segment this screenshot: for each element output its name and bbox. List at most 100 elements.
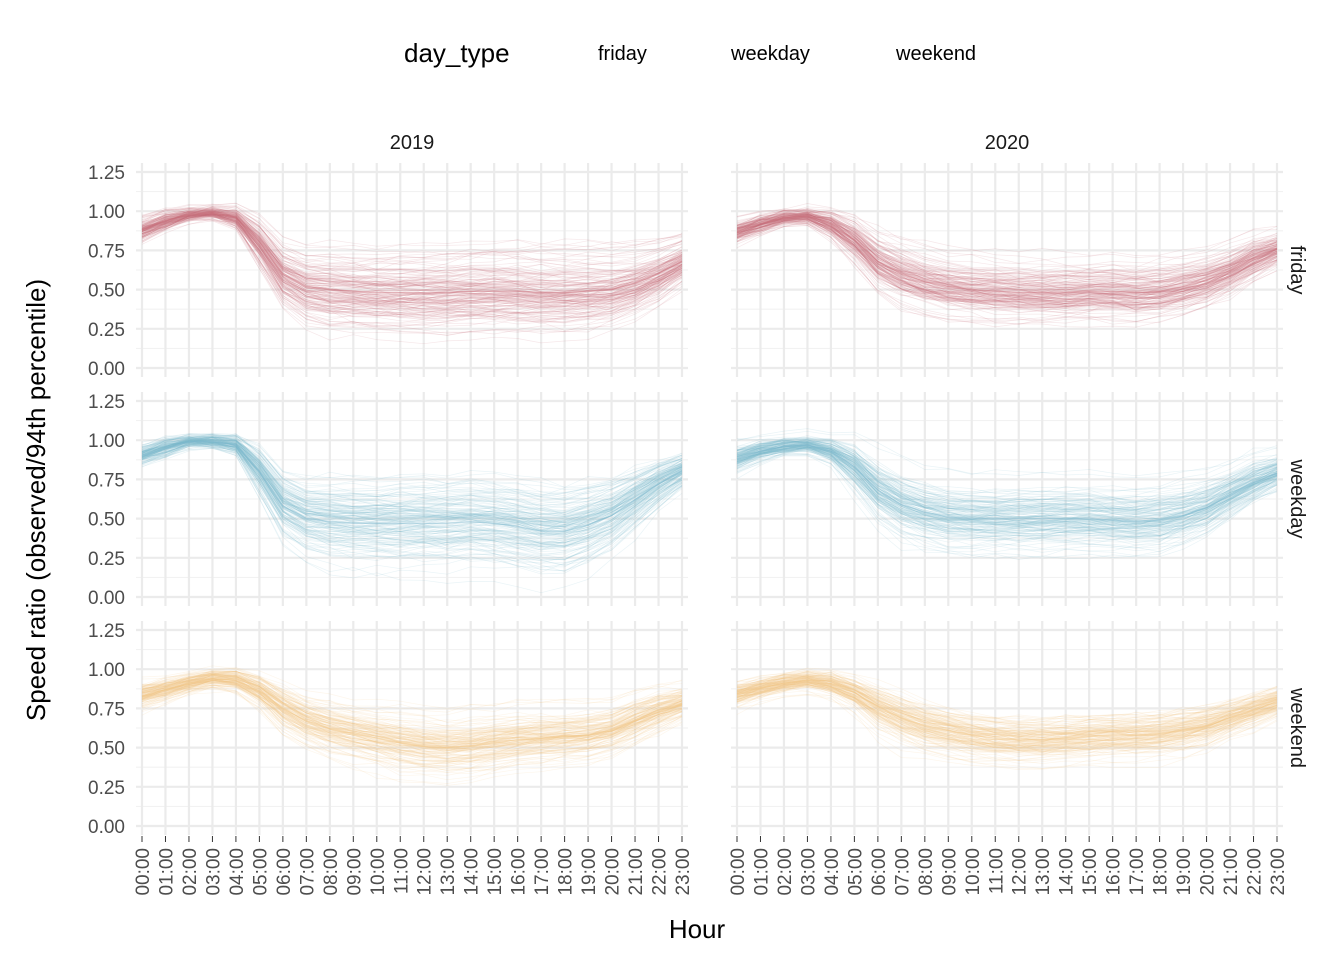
series-line bbox=[141, 677, 683, 760]
series-line bbox=[736, 448, 1278, 525]
series-line bbox=[736, 447, 1278, 522]
series-line bbox=[736, 681, 1278, 744]
series-line bbox=[141, 209, 683, 286]
series-line bbox=[141, 210, 683, 302]
series-line bbox=[736, 211, 1278, 260]
legend-entry-weekday: weekday bbox=[730, 43, 810, 65]
series-line bbox=[141, 212, 683, 273]
series-line bbox=[141, 436, 683, 512]
series-line bbox=[141, 438, 683, 524]
series-line bbox=[736, 214, 1278, 297]
series-line bbox=[141, 442, 683, 527]
series-line bbox=[141, 214, 683, 300]
series-line bbox=[736, 446, 1278, 539]
series-lines-2019-weekday bbox=[141, 432, 683, 594]
series-line bbox=[736, 442, 1278, 523]
series-line bbox=[736, 447, 1278, 520]
series-line bbox=[736, 216, 1278, 306]
series-line bbox=[141, 676, 683, 749]
series-line bbox=[736, 445, 1278, 539]
series-line bbox=[141, 441, 683, 524]
series-line bbox=[141, 445, 683, 548]
series-line bbox=[141, 440, 683, 522]
panels: 2019 2020 friday weekday weekend 0.00 0.25 0.50… bbox=[88, 132, 1308, 896]
series-line bbox=[141, 677, 683, 750]
series-line bbox=[736, 679, 1278, 765]
series-line bbox=[736, 677, 1278, 738]
x-tick-label: 20:00 bbox=[1198, 848, 1219, 896]
series-line bbox=[141, 438, 683, 527]
series-line bbox=[736, 680, 1278, 739]
series-line bbox=[736, 438, 1278, 505]
series-line bbox=[736, 437, 1278, 500]
series-line bbox=[736, 442, 1278, 506]
series-line bbox=[736, 441, 1278, 516]
series-line bbox=[736, 444, 1278, 520]
series-line bbox=[141, 437, 683, 515]
series-line bbox=[141, 442, 683, 537]
series-line bbox=[141, 442, 683, 572]
series-line bbox=[736, 443, 1278, 536]
panel-2019-weekday: 0.00 0.25 0.50 0.75 1.00 1.25 bbox=[88, 392, 688, 609]
x-tick-label: 15:00 bbox=[485, 848, 506, 896]
series-line bbox=[736, 442, 1278, 536]
series-line bbox=[141, 211, 683, 290]
series-line bbox=[141, 208, 683, 280]
series-line bbox=[141, 440, 683, 559]
series-line bbox=[736, 214, 1278, 297]
series-line bbox=[141, 437, 683, 523]
series-line bbox=[141, 440, 683, 545]
series-line bbox=[736, 446, 1278, 536]
x-tick-label: 15:00 bbox=[1080, 848, 1101, 896]
series-line bbox=[141, 437, 683, 544]
series-line bbox=[736, 693, 1278, 762]
series-line bbox=[736, 220, 1278, 302]
series-line bbox=[736, 212, 1278, 298]
series-line bbox=[141, 674, 683, 730]
series-line bbox=[736, 448, 1278, 537]
series-line bbox=[736, 446, 1278, 511]
series-line bbox=[141, 213, 683, 322]
series-line bbox=[736, 218, 1278, 301]
series-line bbox=[141, 679, 683, 754]
series-line bbox=[736, 211, 1278, 289]
series-line bbox=[736, 682, 1278, 749]
series-line bbox=[736, 214, 1278, 300]
series-line bbox=[736, 670, 1278, 728]
series-line bbox=[736, 214, 1278, 308]
x-tick-label: 12:00 bbox=[415, 848, 436, 896]
x-tick-label: 10:00 bbox=[963, 848, 984, 896]
series-line bbox=[141, 214, 683, 290]
series-line bbox=[141, 211, 683, 304]
series-line bbox=[141, 439, 683, 537]
series-line bbox=[736, 680, 1278, 743]
series-line bbox=[141, 682, 683, 749]
series-line bbox=[736, 216, 1278, 308]
x-tick-label: 21:00 bbox=[626, 848, 647, 896]
series-line bbox=[736, 680, 1278, 740]
series-line bbox=[141, 436, 683, 533]
series-line bbox=[141, 211, 683, 297]
series-line bbox=[141, 687, 683, 784]
series-line bbox=[141, 213, 683, 299]
series-line bbox=[141, 678, 683, 750]
series-line bbox=[736, 441, 1278, 529]
series-line bbox=[736, 679, 1278, 747]
series-line bbox=[141, 206, 683, 274]
x-tick-label: 09:00 bbox=[344, 848, 365, 896]
series-line bbox=[736, 441, 1278, 507]
series-line bbox=[141, 443, 683, 518]
series-line bbox=[736, 684, 1278, 755]
series-line bbox=[141, 214, 683, 316]
x-tick-label: 06:00 bbox=[869, 848, 890, 896]
series-line bbox=[141, 439, 683, 515]
series-line bbox=[141, 210, 683, 294]
series-line bbox=[736, 214, 1278, 281]
series-line bbox=[141, 442, 683, 568]
series-line bbox=[141, 211, 683, 282]
series-line bbox=[736, 210, 1278, 275]
series-line bbox=[141, 206, 683, 294]
series-line bbox=[736, 681, 1278, 746]
series-line bbox=[736, 449, 1278, 542]
series-line bbox=[141, 208, 683, 292]
